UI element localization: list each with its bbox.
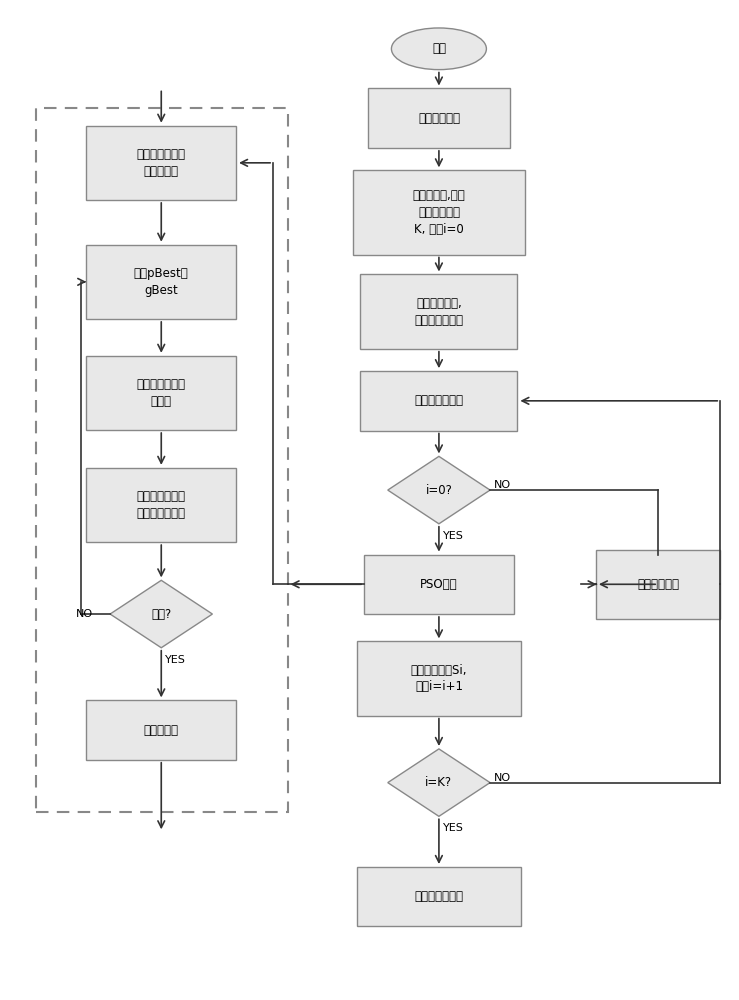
Text: 开始: 开始	[432, 42, 446, 55]
Ellipse shape	[392, 28, 486, 70]
Text: NO: NO	[494, 773, 511, 783]
FancyBboxPatch shape	[357, 641, 521, 716]
Text: 记录pBest和
gBest: 记录pBest和 gBest	[134, 267, 188, 297]
Text: 算法参数设置,
计算小生境半径: 算法参数设置, 计算小生境半径	[415, 297, 463, 327]
Text: NO: NO	[76, 609, 93, 619]
FancyBboxPatch shape	[86, 126, 236, 200]
Text: NO: NO	[494, 480, 511, 490]
Text: 输出多航迹结果: 输出多航迹结果	[415, 890, 463, 903]
Text: 更改函数模型: 更改函数模型	[637, 578, 679, 591]
Text: 构建求解模型: 构建求解模型	[418, 112, 460, 125]
FancyBboxPatch shape	[86, 245, 236, 319]
FancyBboxPatch shape	[357, 867, 521, 926]
Text: i=0?: i=0?	[426, 484, 452, 497]
Polygon shape	[388, 749, 490, 816]
FancyBboxPatch shape	[364, 555, 514, 614]
Polygon shape	[388, 456, 490, 524]
FancyBboxPatch shape	[361, 274, 517, 349]
Text: 初始化设置,需规
划航迹数量为
K, 并令i=0: 初始化设置,需规 划航迹数量为 K, 并令i=0	[412, 189, 466, 236]
Text: YES: YES	[443, 823, 463, 833]
FancyBboxPatch shape	[596, 550, 721, 619]
Text: 记录此航迹解Si,
并令i=i+1: 记录此航迹解Si, 并令i=i+1	[411, 664, 467, 694]
Text: 粒子种群初始化: 粒子种群初始化	[415, 394, 463, 407]
Text: 更新每个粒子速
度矢量: 更新每个粒子速 度矢量	[137, 378, 185, 408]
FancyBboxPatch shape	[353, 170, 525, 255]
Text: 收敛?: 收敛?	[151, 608, 171, 621]
FancyBboxPatch shape	[86, 356, 236, 430]
Text: PSO寻优: PSO寻优	[420, 578, 457, 591]
Text: YES: YES	[165, 655, 185, 665]
Text: 粒子根据速度矢
量移动到新位置: 粒子根据速度矢 量移动到新位置	[137, 490, 185, 520]
Text: 输出最优解: 输出最优解	[144, 724, 179, 737]
FancyBboxPatch shape	[361, 371, 517, 431]
FancyBboxPatch shape	[86, 468, 236, 542]
Text: i=K?: i=K?	[426, 776, 452, 789]
FancyBboxPatch shape	[368, 88, 510, 148]
Text: YES: YES	[443, 531, 463, 541]
FancyBboxPatch shape	[86, 700, 236, 760]
Polygon shape	[110, 580, 212, 648]
Text: 计算每个粒子的
目标函数值: 计算每个粒子的 目标函数值	[137, 148, 185, 178]
